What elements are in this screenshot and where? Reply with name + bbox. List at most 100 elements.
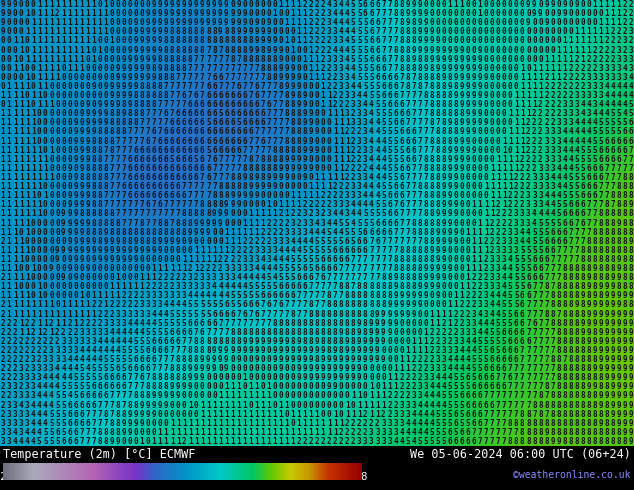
Text: 5: 5 (194, 155, 198, 164)
Text: 9: 9 (273, 173, 277, 182)
Text: 9: 9 (604, 355, 609, 364)
Text: 9: 9 (218, 209, 223, 219)
Text: 6: 6 (127, 155, 132, 164)
Text: 4: 4 (212, 292, 217, 300)
Text: 9: 9 (598, 328, 603, 337)
Text: 9: 9 (212, 219, 217, 227)
Text: 5: 5 (381, 182, 385, 191)
Text: 8: 8 (302, 337, 307, 346)
Text: 1: 1 (266, 392, 271, 400)
Text: 0: 0 (484, 82, 488, 91)
Text: 0: 0 (7, 64, 11, 73)
Text: 8: 8 (574, 337, 579, 346)
Text: 6: 6 (134, 364, 138, 373)
Text: 8: 8 (544, 419, 549, 428)
Text: 9: 9 (629, 310, 633, 318)
Text: 1: 1 (170, 264, 174, 273)
Text: 8: 8 (574, 400, 579, 410)
Text: 8: 8 (103, 137, 108, 146)
Text: 2: 2 (393, 392, 398, 400)
Text: 7: 7 (158, 100, 162, 109)
Text: 7: 7 (170, 109, 174, 118)
Text: 0: 0 (465, 9, 470, 18)
Text: 7: 7 (85, 428, 90, 437)
Text: 7: 7 (363, 273, 368, 282)
Text: 5: 5 (381, 127, 385, 137)
Text: 8: 8 (453, 127, 458, 137)
Text: 3: 3 (514, 219, 519, 227)
Text: 8: 8 (254, 328, 259, 337)
Text: 5: 5 (448, 419, 452, 428)
Text: 5: 5 (127, 346, 132, 355)
Text: 2: 2 (333, 191, 337, 200)
Text: 3: 3 (363, 127, 368, 137)
Text: 3: 3 (176, 282, 181, 291)
Text: 0: 0 (508, 64, 512, 73)
Text: 6: 6 (152, 355, 157, 364)
Text: 9: 9 (309, 146, 313, 155)
Text: 8: 8 (103, 164, 108, 173)
Text: 0: 0 (514, 73, 519, 82)
Text: 9: 9 (218, 0, 223, 9)
Text: 8: 8 (508, 437, 512, 446)
Text: 7: 7 (424, 119, 428, 127)
Text: 4: 4 (550, 191, 555, 200)
Text: 8: 8 (110, 219, 114, 227)
Text: 1: 1 (176, 419, 181, 428)
Text: 1: 1 (484, 246, 488, 255)
Text: 8: 8 (273, 318, 277, 328)
Text: 0: 0 (429, 9, 434, 18)
Text: 6: 6 (477, 410, 482, 418)
Text: 8: 8 (550, 419, 555, 428)
Text: 6: 6 (369, 36, 373, 46)
Text: 8: 8 (526, 428, 531, 437)
Text: 9: 9 (134, 410, 138, 418)
Text: 0: 0 (273, 364, 277, 373)
Text: 8: 8 (134, 100, 138, 109)
Text: 7: 7 (302, 310, 307, 318)
Text: 1: 1 (508, 155, 512, 164)
Text: 3: 3 (19, 410, 23, 418)
Text: 1: 1 (333, 410, 337, 418)
Text: 9: 9 (249, 182, 253, 191)
Text: 3: 3 (103, 318, 108, 328)
Text: 0: 0 (314, 82, 320, 91)
Text: 8: 8 (278, 146, 283, 155)
Text: 0: 0 (61, 191, 66, 200)
Text: 1: 1 (484, 209, 488, 219)
Text: 3: 3 (345, 200, 349, 209)
Text: 9: 9 (146, 9, 150, 18)
Text: 4: 4 (556, 191, 561, 200)
Text: 4: 4 (429, 392, 434, 400)
Text: 0: 0 (61, 119, 66, 127)
Text: 8: 8 (586, 355, 591, 364)
Text: 1: 1 (1, 109, 5, 118)
Text: 4: 4 (339, 46, 344, 54)
Text: 1: 1 (477, 9, 482, 18)
Text: 4: 4 (261, 273, 265, 282)
Text: 9: 9 (97, 246, 102, 255)
Text: 4: 4 (436, 373, 440, 382)
Text: 6: 6 (472, 382, 476, 392)
Text: 3: 3 (490, 264, 495, 273)
Text: 1: 1 (261, 410, 265, 418)
Text: 0: 0 (448, 273, 452, 282)
Text: 4: 4 (441, 400, 446, 410)
Text: 7: 7 (115, 200, 120, 209)
Text: 9: 9 (127, 82, 132, 91)
Text: 7: 7 (134, 137, 138, 146)
Text: 4: 4 (574, 146, 579, 155)
Text: 8: 8 (550, 400, 555, 410)
Text: 0: 0 (496, 100, 500, 109)
Text: 4: 4 (369, 191, 373, 200)
Text: 8: 8 (424, 219, 428, 227)
Text: 8: 8 (417, 64, 422, 73)
Text: 8: 8 (309, 328, 313, 337)
Text: 1: 1 (25, 27, 30, 36)
Text: 1: 1 (43, 55, 48, 64)
Text: 9: 9 (611, 310, 615, 318)
Text: 8: 8 (115, 219, 120, 227)
Text: 8: 8 (604, 273, 609, 282)
Text: 1: 1 (115, 282, 120, 291)
Text: 7: 7 (152, 364, 157, 373)
